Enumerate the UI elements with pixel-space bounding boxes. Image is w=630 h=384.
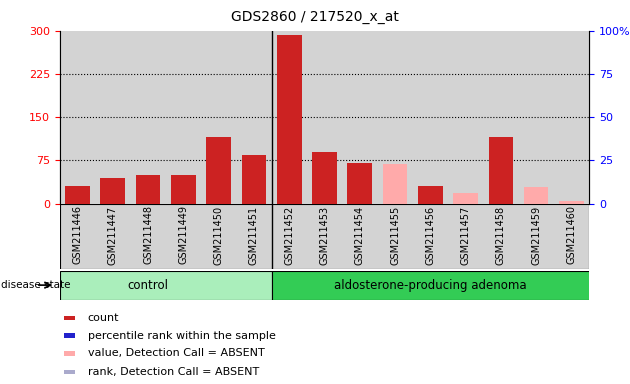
Text: rank, Detection Call = ABSENT: rank, Detection Call = ABSENT: [88, 367, 259, 377]
Text: GDS2860 / 217520_x_at: GDS2860 / 217520_x_at: [231, 10, 399, 23]
Bar: [448, 204, 483, 269]
Bar: [413, 31, 448, 204]
Bar: [342, 204, 377, 269]
Text: GSM211459: GSM211459: [531, 205, 541, 265]
Bar: [483, 31, 518, 204]
Text: GSM211453: GSM211453: [319, 205, 329, 265]
Bar: [60, 271, 272, 300]
Bar: [95, 204, 130, 269]
Bar: [307, 31, 342, 204]
Bar: [554, 31, 589, 204]
Bar: [241, 155, 266, 204]
Text: GSM211448: GSM211448: [143, 205, 153, 265]
Text: GSM211446: GSM211446: [72, 205, 83, 265]
Bar: [382, 164, 408, 204]
Bar: [559, 201, 584, 204]
Bar: [488, 137, 513, 204]
Bar: [483, 204, 518, 269]
Bar: [453, 193, 478, 204]
Bar: [65, 186, 90, 204]
Bar: [171, 175, 196, 204]
Bar: [135, 175, 161, 204]
Bar: [312, 152, 337, 204]
Text: GSM211451: GSM211451: [249, 205, 259, 265]
Text: GSM211454: GSM211454: [355, 205, 365, 265]
Bar: [307, 204, 342, 269]
Text: GSM211450: GSM211450: [214, 205, 224, 265]
Bar: [554, 204, 589, 269]
Text: percentile rank within the sample: percentile rank within the sample: [88, 331, 275, 341]
Bar: [130, 204, 166, 269]
Bar: [272, 271, 607, 300]
Text: GSM211455: GSM211455: [390, 205, 400, 265]
Text: disease state: disease state: [1, 280, 71, 290]
Bar: [201, 204, 236, 269]
Bar: [518, 204, 554, 269]
Bar: [342, 31, 377, 204]
Bar: [64, 316, 75, 320]
Text: GSM211449: GSM211449: [178, 205, 188, 265]
Bar: [272, 204, 307, 269]
Text: GSM211456: GSM211456: [425, 205, 435, 265]
Text: GSM211447: GSM211447: [108, 205, 118, 265]
Bar: [166, 204, 201, 269]
Text: GSM211460: GSM211460: [566, 205, 576, 265]
Bar: [448, 31, 483, 204]
Text: control: control: [127, 279, 169, 291]
Bar: [100, 178, 125, 204]
Bar: [60, 204, 95, 269]
Bar: [130, 31, 166, 204]
Bar: [64, 370, 75, 374]
Bar: [236, 204, 272, 269]
Bar: [166, 31, 201, 204]
Bar: [64, 333, 75, 338]
Bar: [236, 31, 272, 204]
Text: GSM211457: GSM211457: [461, 205, 471, 265]
Bar: [272, 31, 307, 204]
Bar: [347, 163, 372, 204]
Bar: [518, 31, 554, 204]
Bar: [201, 31, 236, 204]
Bar: [377, 31, 413, 204]
Text: aldosterone-producing adenoma: aldosterone-producing adenoma: [334, 279, 527, 291]
Bar: [277, 35, 302, 204]
Bar: [95, 31, 130, 204]
Bar: [60, 31, 95, 204]
Text: GSM211458: GSM211458: [496, 205, 506, 265]
Bar: [206, 137, 231, 204]
Text: GSM211452: GSM211452: [284, 205, 294, 265]
Bar: [418, 186, 443, 204]
Text: count: count: [88, 313, 119, 323]
Bar: [413, 204, 448, 269]
Bar: [64, 351, 75, 356]
Bar: [377, 204, 413, 269]
Bar: [524, 187, 549, 204]
Text: value, Detection Call = ABSENT: value, Detection Call = ABSENT: [88, 348, 265, 358]
